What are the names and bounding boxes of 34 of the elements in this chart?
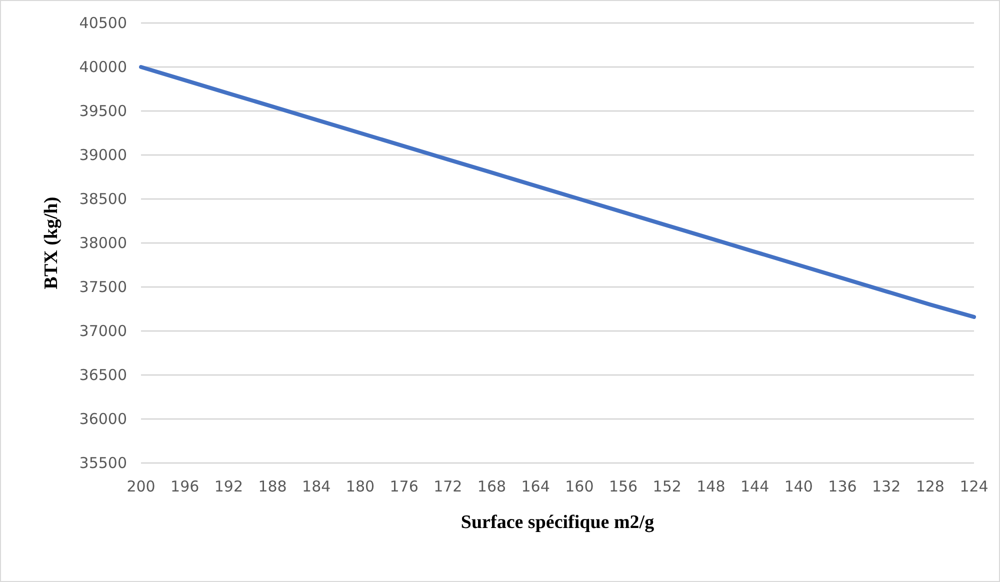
y-tick-label: 40500 <box>79 14 127 32</box>
y-tick-label: 38500 <box>79 190 127 208</box>
x-tick-label: 184 <box>302 478 331 496</box>
x-tick-label: 148 <box>696 478 726 496</box>
x-tick-label: 160 <box>565 478 594 496</box>
x-axis-title: Surface spécifique m2/g <box>460 512 655 533</box>
y-tick-label: 39000 <box>79 146 127 164</box>
y-axis-title: BTX (kg/h) <box>41 196 62 290</box>
x-tick-label: 132 <box>872 478 901 496</box>
y-tick-label: 37500 <box>79 278 127 296</box>
x-tick-label: 136 <box>828 478 857 496</box>
x-tick-label: 128 <box>916 478 944 496</box>
x-tick-label: 144 <box>740 478 770 496</box>
line-series <box>139 65 976 319</box>
y-tick-label: 38000 <box>79 234 127 252</box>
x-tick-label: 164 <box>521 478 550 496</box>
y-tick-label: 36500 <box>79 366 127 384</box>
x-tick-label: 176 <box>390 478 418 496</box>
x-tick-label: 200 <box>126 478 156 496</box>
x-tick-label: 172 <box>434 478 462 496</box>
y-tick-label: 39500 <box>79 102 127 120</box>
x-tick-label: 168 <box>477 478 506 496</box>
x-tick-label: 140 <box>784 478 813 496</box>
x-tick-label: 180 <box>346 478 375 496</box>
y-tick-label: 37000 <box>79 322 127 340</box>
y-tick-label: 40000 <box>79 58 127 76</box>
y-tick-label: 35500 <box>79 454 127 472</box>
x-tick-label: 188 <box>258 478 287 496</box>
x-tick-label: 156 <box>608 478 638 496</box>
y-tick-label: 36000 <box>79 410 127 428</box>
x-tick-label: 124 <box>960 478 988 496</box>
x-tick-label: 192 <box>214 478 244 496</box>
x-tick-label: 196 <box>170 478 200 496</box>
x-tick-label: 152 <box>652 478 682 496</box>
